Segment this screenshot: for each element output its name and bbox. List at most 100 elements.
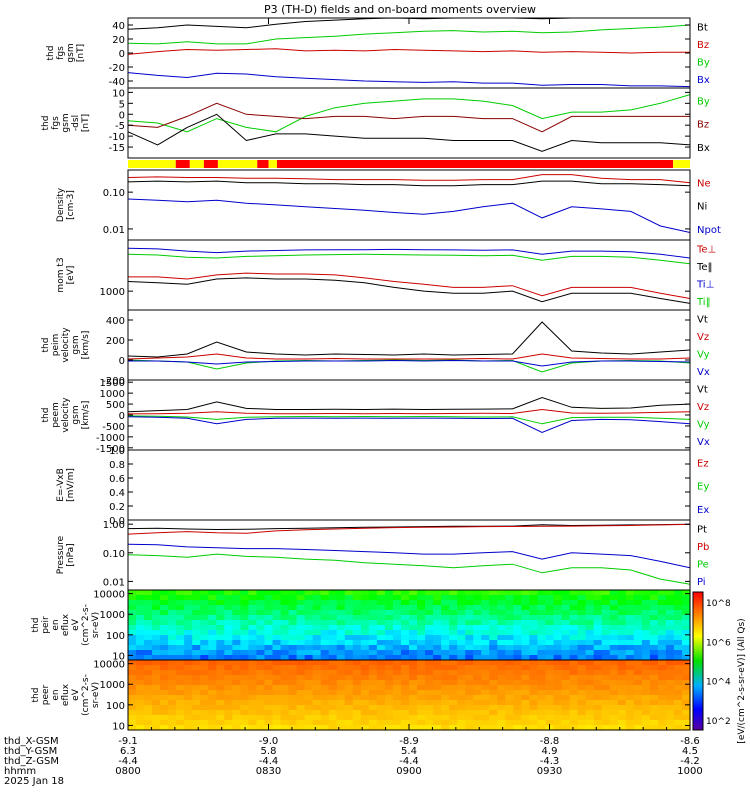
heatmap-cell	[232, 720, 241, 726]
heatmap-cell	[240, 710, 250, 716]
heatmap-cell	[665, 635, 675, 641]
heatmap-cell	[288, 645, 298, 651]
heatmap-cell	[537, 695, 547, 701]
heatmap-cell	[288, 710, 298, 716]
heatmap-cell	[465, 665, 474, 671]
heatmap-cell	[665, 620, 675, 626]
heatmap-cell	[625, 680, 635, 686]
heatmap-cell	[489, 675, 498, 681]
heatmap-cell	[537, 700, 547, 706]
heatmap-cell	[497, 685, 506, 691]
heatmap-cell	[633, 590, 643, 596]
heatmap-cell	[497, 655, 506, 661]
y-axis-label-line: thd	[31, 688, 41, 703]
heatmap-cell	[296, 690, 306, 696]
heatmap-cell	[513, 700, 522, 706]
y-tick-label: 0.10	[103, 188, 125, 199]
heatmap-cell	[601, 635, 611, 641]
heatmap-cell	[545, 670, 555, 676]
heatmap-cell	[465, 640, 474, 646]
heatmap-cell	[368, 645, 378, 651]
y-axis-label-line: [cm-3]	[66, 190, 76, 220]
heatmap-cell	[232, 645, 241, 651]
heatmap-cell	[657, 610, 667, 616]
heatmap-cell	[232, 630, 241, 636]
heatmap-cell	[457, 700, 466, 706]
heatmap-cell	[320, 720, 330, 726]
heatmap-cell	[192, 705, 201, 711]
heatmap-cell	[152, 620, 161, 626]
heatmap-cell	[240, 625, 250, 631]
heatmap-cell	[320, 670, 330, 676]
heatmap-cell	[144, 630, 153, 636]
heatmap-cell	[601, 695, 611, 701]
heatmap-cell	[601, 720, 611, 726]
heatmap-cell	[376, 685, 386, 691]
heatmap-cell	[609, 725, 619, 731]
heatmap-cell	[264, 710, 274, 716]
heatmap-cell	[489, 695, 498, 701]
heatmap-cell	[441, 605, 450, 611]
heatmap-cell	[465, 700, 474, 706]
heatmap-cell	[569, 600, 579, 606]
heatmap-cell	[489, 615, 498, 621]
heatmap-cell	[585, 605, 595, 611]
heatmap-cell	[216, 670, 225, 676]
heatmap-cell	[609, 590, 619, 596]
heatmap-cell	[400, 650, 410, 656]
heatmap-cell	[168, 720, 177, 726]
heatmap-cell	[392, 620, 402, 626]
heatmap-cell	[505, 600, 514, 606]
heatmap-cell	[352, 590, 362, 596]
mode-bar-segment	[217, 160, 258, 168]
y-axis-label-line: mom t3	[56, 257, 66, 292]
heatmap-cell	[449, 685, 458, 691]
heatmap-cell	[184, 625, 193, 631]
heatmap-cell	[545, 655, 555, 661]
heatmap-cell	[344, 640, 354, 646]
heatmap-cell	[352, 705, 362, 711]
heatmap-cell	[336, 710, 346, 716]
heatmap-cell	[593, 665, 603, 671]
heatmap-cell	[352, 665, 362, 671]
heatmap-cell	[360, 720, 370, 726]
heatmap-cell	[328, 625, 338, 631]
heatmap-cell	[633, 645, 643, 651]
heatmap-cell	[272, 685, 282, 691]
heatmap-cell	[392, 705, 402, 711]
heatmap-cell	[224, 700, 233, 706]
heatmap-cell	[256, 640, 266, 646]
heatmap-cell	[481, 595, 490, 601]
legend-Vy: Vy	[697, 419, 710, 430]
heatmap-cell	[417, 670, 426, 676]
heatmap-cell	[168, 615, 177, 621]
heatmap-cell	[473, 675, 482, 681]
y-tick-label: 100	[106, 631, 125, 642]
heatmap-cell	[232, 625, 241, 631]
heatmap-cell	[617, 655, 627, 661]
heatmap-cell	[128, 610, 137, 616]
heatmap-cell	[649, 715, 659, 721]
heatmap-cell	[593, 675, 603, 681]
heatmap-cell	[585, 690, 595, 696]
heatmap-cell	[681, 695, 691, 701]
heatmap-cell	[368, 630, 378, 636]
heatmap-cell	[417, 590, 426, 596]
heatmap-cell	[673, 640, 683, 646]
heatmap-cell	[657, 695, 667, 701]
heatmap-cell	[457, 620, 466, 626]
heatmap-cell	[336, 600, 346, 606]
heatmap-cell	[344, 605, 354, 611]
heatmap-cell	[288, 695, 298, 701]
heatmap-cell	[497, 670, 506, 676]
heatmap-cell	[585, 720, 595, 726]
heatmap-cell	[160, 615, 169, 621]
heatmap-cell	[352, 615, 362, 621]
heatmap-cell	[481, 590, 490, 596]
heatmap-cell	[441, 705, 450, 711]
heatmap-cell	[409, 630, 418, 636]
heatmap-cell	[473, 615, 482, 621]
heatmap-cell	[144, 700, 153, 706]
heatmap-cell	[344, 650, 354, 656]
